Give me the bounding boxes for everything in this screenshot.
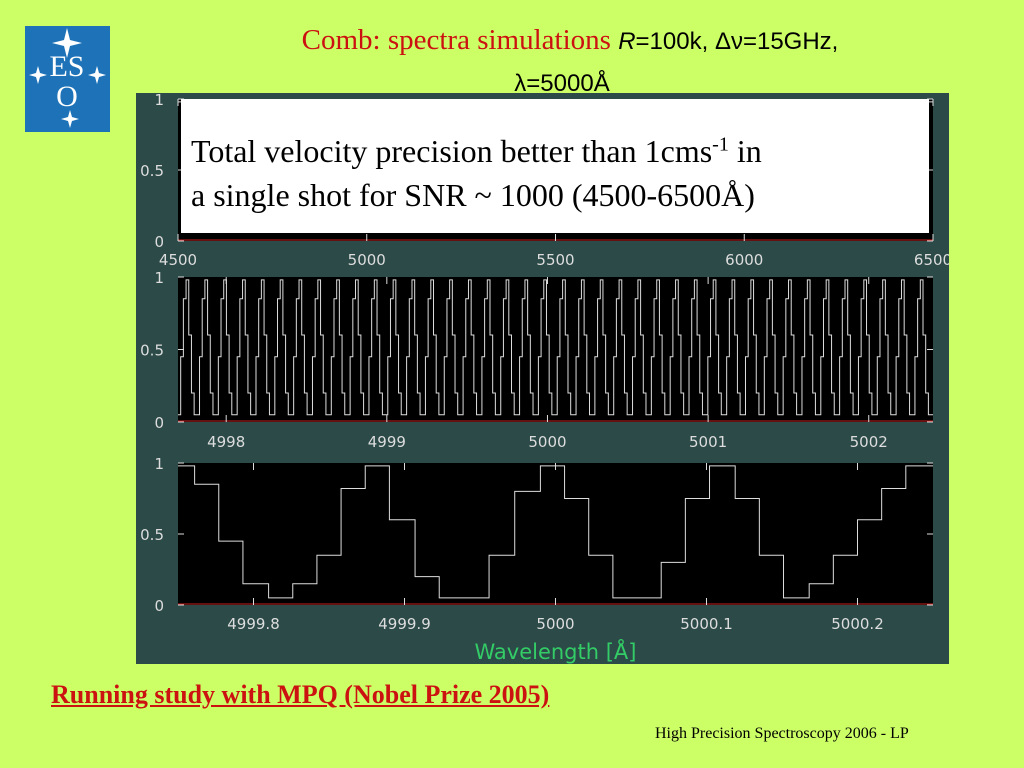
panel-1-ytick-label: 0 (154, 233, 164, 251)
callout-text: Total velocity precision better than 1cm… (191, 129, 762, 217)
panel-1-ytick-label: 0.5 (140, 162, 164, 180)
eso-logo-letter-o: O (56, 80, 78, 113)
panel-3-xtick-label: 4999.9 (378, 615, 431, 633)
title-dnu-value: =15GHz, (742, 28, 839, 55)
eso-logo: ES O (25, 26, 110, 132)
precision-callout: Total velocity precision better than 1cm… (181, 99, 929, 233)
eso-logo-graphic: ES O (29, 28, 106, 128)
panel-3-xtick-label: 5000.1 (680, 615, 733, 633)
panel-3-ytick-label: 0.5 (140, 526, 164, 544)
title-lambda: λ=5000Å (514, 70, 610, 97)
panel-1-xtick-label: 5000 (348, 251, 386, 269)
panel-2-ytick-label: 1 (154, 269, 164, 287)
title-r-value: =100k, (635, 28, 715, 55)
panel-2-ytick-label: 0.5 (140, 342, 164, 360)
panel-1-xtick-label: 6000 (725, 251, 763, 269)
panel-2-xtick-label: 5002 (850, 433, 888, 451)
panel-3-step-trace (178, 465, 933, 599)
footer-credit: High Precision Spectroscopy 2006 - LP (655, 725, 909, 742)
title-delta-nu: Δν (714, 28, 743, 55)
callout-line1-end: in (728, 133, 762, 169)
panel-1-xtick-label: 6500 (914, 251, 949, 269)
panel-2-ytick-label: 0 (154, 414, 164, 432)
panel-2-xtick-label: 4998 (207, 433, 245, 451)
panel-3-xtick-label: 5000 (536, 615, 574, 633)
panel-2-background (178, 277, 933, 422)
callout-sup: -1 (712, 133, 729, 156)
panel-1-xtick-label: 4500 (159, 251, 197, 269)
panel-2-xtick-label: 4999 (368, 433, 406, 451)
title-r: R (618, 28, 636, 55)
panel-2-xtick-label: 5001 (689, 433, 727, 451)
panel-2-xtick-label: 5000 (528, 433, 566, 451)
panel-3-xtick-label: 4999.8 (227, 615, 280, 633)
panel-3-background (178, 463, 933, 605)
panel-1-ytick-label: 1 (154, 93, 164, 109)
eso-logo-letters-es: ES (49, 50, 84, 83)
panel-1-xtick-label: 5500 (536, 251, 574, 269)
callout-line2: a single shot for SNR ~ 1000 (4500-6500Å… (191, 177, 755, 213)
panel-3-ytick-label: 1 (154, 455, 164, 473)
slide-title: Comb: spectra simulations R=100k, Δν=15G… (0, 22, 1024, 60)
title-serif: Comb: spectra simulations (301, 24, 619, 56)
panel-2-comb-trace (178, 279, 933, 416)
panel-3-xtick-label: 5000.2 (831, 615, 884, 633)
study-link[interactable]: Running study with MPQ (Nobel Prize 2005… (51, 680, 550, 709)
panel-3-ytick-label: 0 (154, 597, 164, 615)
x-axis-label: Wavelength [Å] (474, 638, 636, 664)
callout-line1: Total velocity precision better than 1cm… (191, 133, 713, 169)
